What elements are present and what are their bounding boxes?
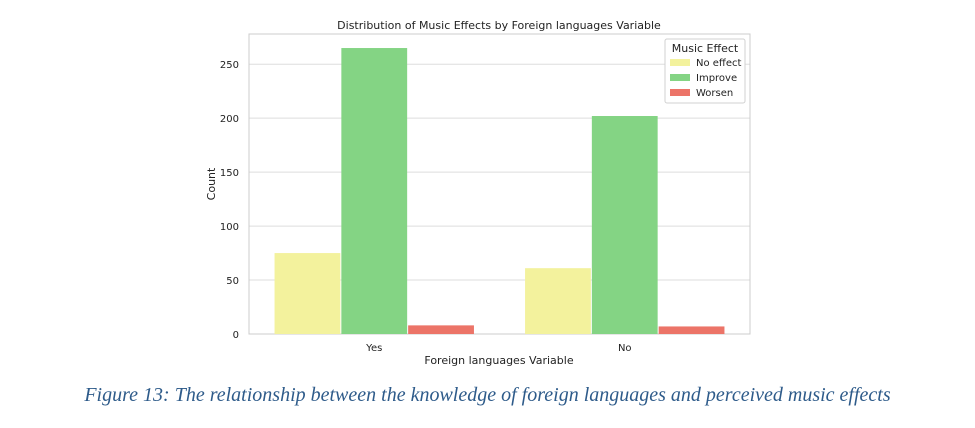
bar-no-effect-no	[525, 268, 591, 334]
x-axis-label: Foreign languages Variable	[424, 354, 573, 367]
legend-swatch	[670, 89, 690, 96]
legend-label: Worsen	[696, 88, 733, 99]
x-tick-label: Yes	[365, 343, 382, 354]
bar-worsen-no	[658, 326, 725, 334]
figure-caption: Figure 13: The relationship between the …	[84, 384, 891, 406]
legend: Music Effect No effect Improve Worsen	[664, 38, 746, 104]
x-tick-label: No	[618, 343, 632, 354]
x-axis-ticks: Yes No	[365, 343, 631, 354]
legend-label: Improve	[696, 73, 737, 84]
legend-swatch	[670, 59, 690, 66]
legend-items: No effect Improve Worsen	[670, 58, 741, 99]
bar-improve-yes	[341, 48, 408, 334]
y-tick-label: 250	[220, 60, 239, 71]
y-tick-label: 100	[220, 222, 239, 233]
plot-frame	[248, 33, 751, 335]
legend-title: Music Effect	[672, 42, 739, 55]
bar-improve-no	[591, 116, 658, 334]
chart-title: Distribution of Music Effects by Foreign…	[337, 19, 661, 32]
y-tick-label: 200	[220, 114, 239, 125]
bar-no-effect-yes	[274, 253, 341, 334]
legend-label: No effect	[696, 58, 741, 69]
bars	[274, 48, 725, 334]
y-tick-label: 0	[233, 330, 239, 341]
bar-chart: Distribution of Music Effects by Foreign…	[205, 19, 751, 367]
y-axis-ticks: 0 50 100 150 200 250	[220, 60, 239, 341]
legend-swatch	[670, 74, 690, 81]
y-axis-label: Count	[205, 167, 218, 200]
legend-box	[664, 38, 746, 104]
y-tick-label: 50	[226, 276, 239, 287]
bar-worsen-yes	[408, 325, 474, 334]
y-tick-label: 150	[220, 168, 239, 179]
